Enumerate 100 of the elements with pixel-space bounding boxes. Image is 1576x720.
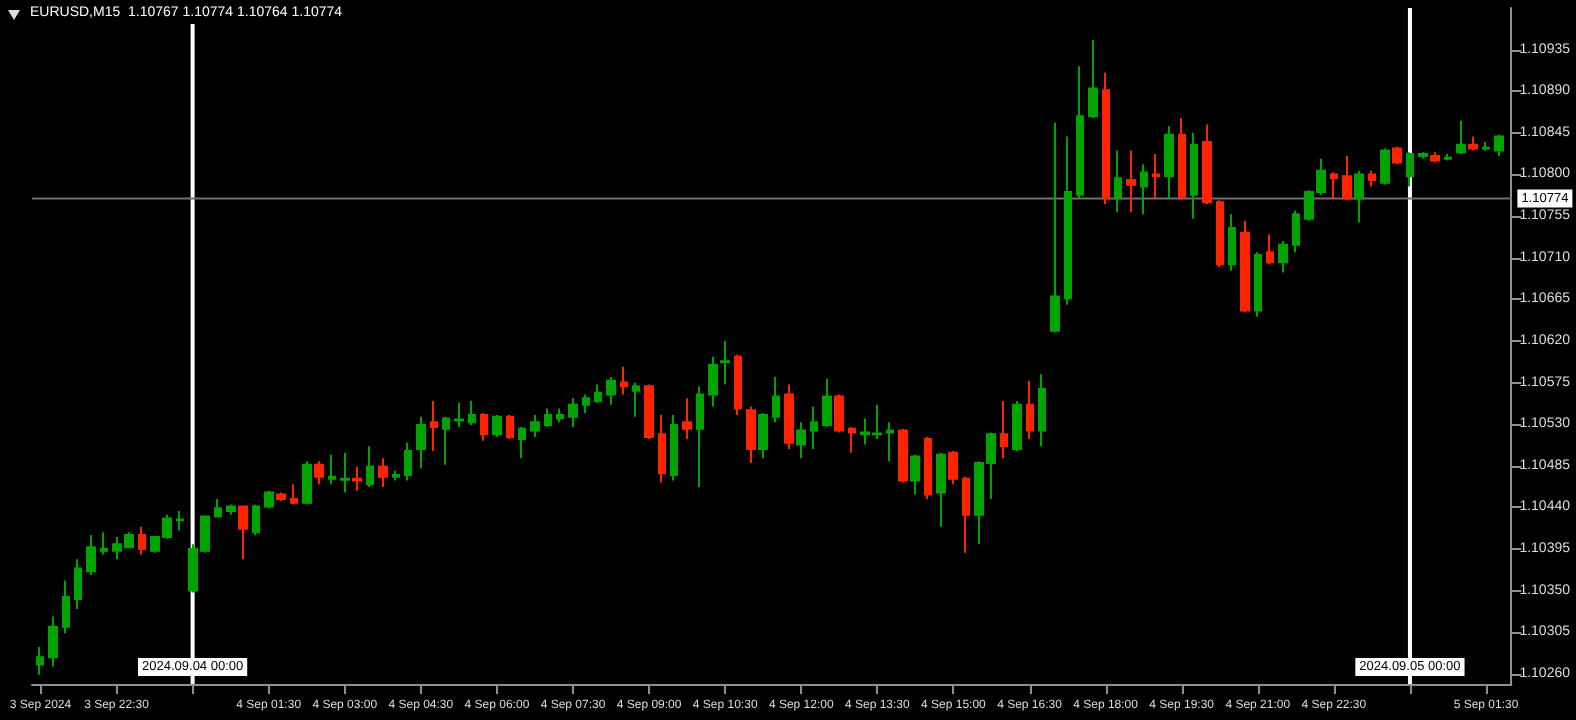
candlestick — [1152, 153, 1160, 200]
candlestick — [784, 383, 794, 451]
candlestick — [86, 534, 96, 576]
candlestick — [1026, 379, 1034, 440]
candlestick — [100, 531, 108, 556]
candlestick — [1202, 123, 1212, 206]
candlestick — [468, 400, 476, 427]
candlestick — [138, 525, 146, 556]
candlestick — [214, 498, 222, 518]
candlestick — [1482, 141, 1490, 152]
candlestick — [328, 453, 336, 486]
candlestick — [252, 503, 260, 537]
candlestick — [1354, 169, 1364, 224]
candlestick — [352, 465, 362, 492]
candlestick — [1114, 149, 1122, 214]
candlestick — [1140, 163, 1148, 216]
candlestick — [1064, 135, 1072, 306]
candlestick — [606, 375, 616, 406]
candlestick — [62, 579, 70, 635]
candlestick — [682, 397, 692, 440]
candlestick — [530, 413, 540, 439]
candlestick — [1240, 219, 1250, 314]
candlestick — [1050, 121, 1060, 334]
candlestick — [582, 393, 590, 415]
candlestick — [226, 503, 236, 516]
candlestick — [720, 339, 730, 386]
candlestick — [302, 460, 312, 506]
candlestick — [1468, 135, 1478, 152]
candlestick — [340, 451, 350, 494]
candlestick — [948, 449, 958, 486]
candlestick — [1444, 153, 1452, 162]
candlestick — [594, 383, 602, 404]
candlestick — [238, 505, 248, 561]
candlestick — [834, 393, 844, 434]
candlestick — [936, 451, 946, 528]
candlestick — [1076, 65, 1084, 200]
candlestick — [1342, 154, 1352, 202]
candlestick — [378, 457, 388, 489]
candlestick — [48, 615, 58, 668]
candlestick — [898, 427, 908, 484]
candlestick — [36, 646, 44, 676]
candlestick — [276, 491, 286, 502]
candlestick — [1278, 240, 1288, 274]
candlestick — [696, 385, 704, 489]
candlestick — [492, 413, 502, 439]
candlestick — [1292, 209, 1300, 254]
candlestick — [366, 445, 374, 489]
candlestick — [1456, 119, 1466, 156]
candlestick — [392, 469, 400, 482]
candlestick — [772, 375, 780, 424]
candlestick — [924, 436, 932, 501]
candlestick — [746, 405, 756, 464]
candlestick — [1012, 400, 1022, 452]
candlestick — [708, 355, 718, 408]
candlestick — [1190, 131, 1198, 220]
candlestick — [734, 353, 742, 416]
candlestick — [1102, 71, 1110, 206]
candlestick — [910, 453, 920, 496]
candlestick — [632, 381, 640, 418]
candlestick — [1178, 117, 1186, 202]
candlestick — [518, 425, 526, 460]
candlestick — [962, 475, 970, 554]
candlestick — [1266, 233, 1274, 266]
candlestick — [848, 425, 856, 454]
candlestick — [1330, 171, 1338, 200]
candlestick — [1430, 151, 1440, 164]
candlestick — [886, 421, 894, 463]
candlestick — [758, 412, 768, 460]
candlestick — [404, 441, 412, 482]
candlestick — [1126, 149, 1136, 214]
candlestick — [1254, 251, 1262, 318]
candlestick — [290, 483, 298, 506]
candlestick — [416, 415, 426, 470]
candlestick — [74, 558, 82, 611]
candlestick — [670, 413, 678, 482]
candlestick — [1038, 373, 1046, 448]
candlestick — [176, 510, 184, 532]
candlestick — [1088, 39, 1098, 120]
candlestick — [430, 400, 438, 452]
candlestick — [556, 407, 564, 424]
candlestick — [1228, 213, 1236, 272]
candlestick — [264, 489, 274, 510]
candlestick — [1406, 151, 1414, 188]
candlestick — [1000, 400, 1008, 460]
candlestick — [1380, 147, 1390, 186]
candlestick — [480, 412, 488, 442]
candlestick — [1164, 125, 1174, 200]
candlestick — [822, 377, 832, 428]
candlestick — [1418, 151, 1428, 160]
candlestick — [620, 365, 628, 396]
candlestick — [1494, 133, 1504, 157]
candlestick — [506, 413, 514, 440]
candlestick — [568, 397, 578, 428]
candlestick — [658, 413, 666, 484]
candlestick — [644, 383, 654, 440]
candlestick — [1216, 199, 1224, 268]
candlestick — [442, 415, 450, 466]
candlestick — [1368, 169, 1376, 188]
candlestick — [314, 460, 324, 486]
candlestick — [454, 401, 464, 428]
